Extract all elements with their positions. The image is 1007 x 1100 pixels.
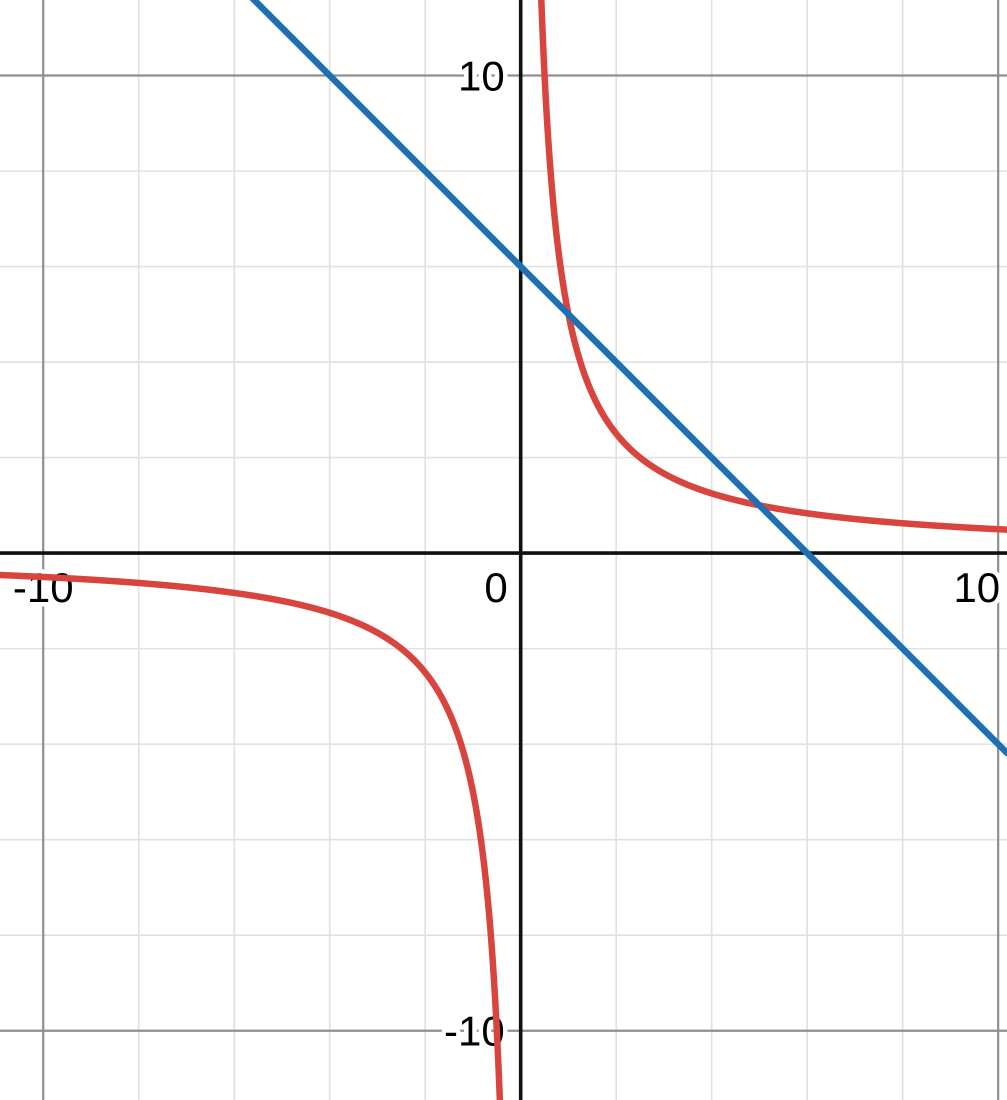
x-tick-label: 10 [953, 564, 1000, 611]
origin-label: 0 [484, 564, 507, 611]
y-tick-label: 10 [458, 52, 505, 99]
curve-path-red-hyperbola[interactable] [523, 0, 1007, 533]
curve-blue-line[interactable] [0, 0, 1007, 757]
x-tick-label: -10 [13, 564, 74, 611]
curve-path-red-hyperbola[interactable] [0, 571, 518, 1100]
curve-path-blue-line[interactable] [0, 0, 1007, 757]
